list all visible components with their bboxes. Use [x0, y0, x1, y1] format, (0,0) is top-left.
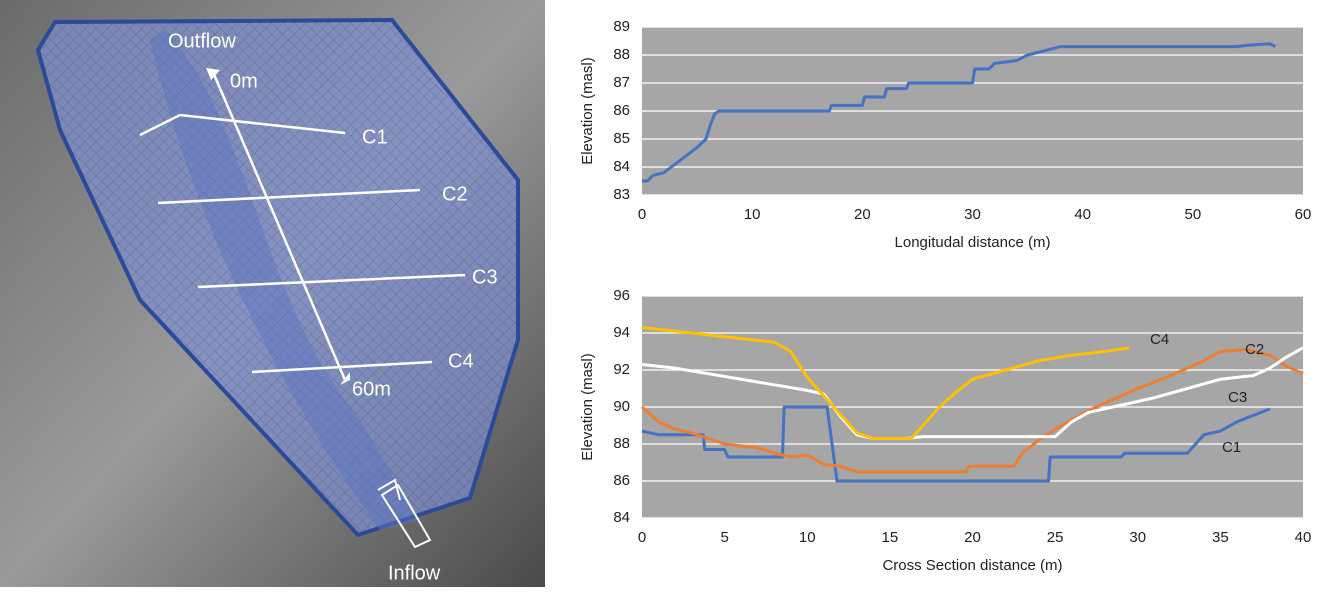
x-tick-label: 60	[1295, 206, 1312, 223]
map-label: C2	[442, 183, 468, 205]
y-tick-label: 92	[613, 361, 630, 378]
x-tick-label: 25	[1047, 529, 1064, 546]
line-series	[640, 348, 1304, 474]
y-tick-label: 88	[613, 46, 630, 63]
map-label: Inflow	[388, 562, 441, 584]
map-label: C1	[362, 126, 388, 148]
map-label: Outflow	[168, 30, 236, 52]
x-tick-label: 40	[1074, 206, 1091, 223]
y-tick-label: 86	[613, 472, 630, 489]
y-tick-label: 84	[613, 509, 630, 526]
site-map: Outflow 0m C1 C2 C3 C4 60m Inflow	[0, 0, 545, 587]
x-tick-label: 20	[964, 529, 981, 546]
line-series	[641, 346, 1304, 440]
x-tick-label: 20	[854, 206, 871, 223]
x-tick-label: 30	[1129, 529, 1146, 546]
cross-section-lines	[139, 71, 466, 381]
y-tick-label: 89	[613, 18, 630, 35]
map-label: C3	[472, 266, 498, 288]
map-label: 60m	[352, 378, 391, 400]
y-tick-label: 96	[613, 287, 630, 304]
map-label: C4	[448, 350, 474, 372]
channel	[150, 30, 420, 530]
series-label: C3	[1228, 389, 1247, 406]
x-axis-title: Cross Section distance (m)	[882, 557, 1062, 574]
y-tick-label: 87	[613, 74, 630, 91]
y-tick-label: 94	[613, 324, 630, 341]
series-label: C1	[1222, 439, 1241, 456]
y-axis-title: Elevation (masl)	[579, 353, 596, 461]
x-tick-label: 5	[720, 529, 728, 546]
y-tick-label: 84	[613, 158, 630, 175]
series-label: C4	[1150, 331, 1169, 348]
x-tick-label: 0	[638, 529, 646, 546]
x-axis-title: Longitudal distance (m)	[895, 234, 1051, 251]
x-tick-label: 15	[882, 529, 899, 546]
x-tick-label: 40	[1295, 529, 1312, 546]
inflow-arrow	[377, 478, 432, 549]
line-series	[642, 42, 1277, 183]
y-tick-label: 88	[613, 435, 630, 452]
x-tick-label: 10	[799, 529, 816, 546]
x-tick-label: 30	[964, 206, 981, 223]
y-tick-label: 83	[613, 186, 630, 203]
x-tick-label: 35	[1212, 529, 1229, 546]
x-tick-label: 50	[1184, 206, 1201, 223]
series-label: C2	[1245, 341, 1264, 358]
y-tick-label: 85	[613, 130, 630, 147]
y-axis-title: Elevation (masl)	[579, 57, 596, 165]
x-tick-label: 0	[638, 206, 646, 223]
y-tick-label: 86	[613, 102, 630, 119]
y-tick-label: 90	[613, 398, 630, 415]
line-series	[641, 325, 1130, 440]
map-label: 0m	[230, 70, 258, 92]
line-series	[641, 405, 1271, 483]
x-tick-label: 10	[744, 206, 761, 223]
